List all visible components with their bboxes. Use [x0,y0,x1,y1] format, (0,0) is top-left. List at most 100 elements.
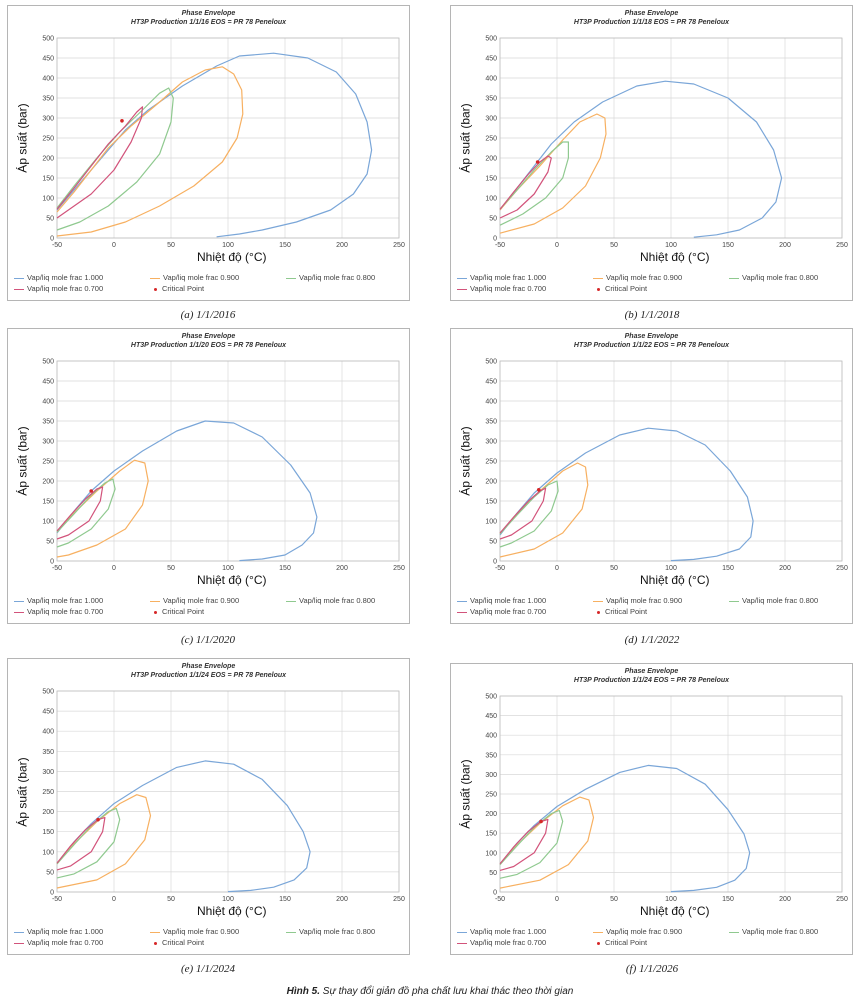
y-tick-label: 250 [485,136,497,143]
legend-swatch [14,931,24,933]
plot-area [499,695,843,893]
legend-swatch [457,931,467,933]
critical-point-marker [120,119,124,123]
y-tick-label: 300 [485,772,497,779]
y-tick-label: 150 [42,829,54,836]
x-tick-label: -50 [52,896,62,903]
chart-title-f: Phase Envelope [624,668,679,675]
y-axis-label-a: Áp suất (bar) [15,103,30,173]
legend-item-s4: Vap/liq mole frac 0.700 [457,938,546,948]
critical-point-marker [89,489,93,493]
chart-caption-a: (a) 1/1/2016 [180,309,236,321]
legend-swatch [457,942,467,944]
legend-marker [154,287,157,291]
legend-label: Critical Point [605,284,648,293]
series-line-4 [499,155,552,219]
x-tick-label: 100 [665,896,677,903]
x-tick-label: 250 [836,565,848,572]
y-tick-label: 0 [50,890,54,897]
series-line-2 [56,459,149,558]
x-tick-label: 250 [836,242,848,249]
legend-item-s4: Vap/liq mole frac 0.700 [14,607,103,617]
legend-swatch [286,931,296,933]
legend-item-s3: Vap/liq mole frac 0.800 [286,927,375,937]
critical-point-marker [535,160,540,164]
chart-subtitle-b: HT3P Production 1/1/18 EOS = PR 78 Penel… [573,19,730,26]
legend-label: Vap/liq mole frac 0.700 [470,284,547,293]
x-tick-label: 50 [610,565,618,572]
y-tick-label: 300 [42,769,54,776]
x-axis-label-c: Nhiệt độ (°C) [197,573,267,587]
plot-area [499,37,843,239]
legend-label: Critical Point [605,607,648,616]
series-line-2 [499,462,589,558]
y-tick-label: 500 [42,689,54,696]
chart-subtitle-c: HT3P Production 1/1/20 EOS = PR 78 Penel… [130,342,287,349]
series-line-3 [499,480,559,548]
y-tick-label: 400 [42,76,54,83]
legend-swatch [457,288,467,290]
legend-d: Vap/liq mole frac 1.000 Vap/liq mole frac… [451,596,852,620]
legend-swatch [150,277,160,279]
y-tick-label: 350 [485,419,497,426]
legend-label: Vap/liq mole frac 0.900 [163,596,240,605]
y-axis-label-b: Áp suất (bar) [458,103,473,173]
series-line-1 [56,420,318,562]
chart-svg-d: -50 0 50 100 150 200 2500501001502002503003504… [485,359,848,573]
y-axis-label-c: Áp suất (bar) [15,426,30,496]
y-tick-label: 350 [42,96,54,103]
legend-swatch [593,600,603,602]
figure-caption: Hình 5. Sự thay đổi giản đồ pha chất lưu… [0,986,860,997]
y-tick-label: 250 [485,792,497,799]
legend-item-s1: Vap/liq mole frac 1.000 [457,273,546,283]
x-tick-label: 100 [222,896,234,903]
y-tick-label: 250 [42,789,54,796]
x-tick-label: 150 [279,242,291,249]
y-tick-label: 0 [493,559,497,566]
y-tick-label: 400 [42,729,54,736]
y-tick-label: 50 [46,216,54,223]
y-tick-label: 500 [485,36,497,43]
figure-caption-text: Sự thay đổi giản đồ pha chất lưu khai th… [320,986,574,997]
series-line-2 [499,113,607,234]
y-tick-label: 50 [46,539,54,546]
y-tick-label: 500 [485,359,497,366]
x-tick-label: 150 [722,896,734,903]
legend-label: Vap/liq mole frac 0.900 [163,273,240,282]
legend-swatch [729,277,739,279]
y-tick-label: 50 [46,869,54,876]
legend-c: Vap/liq mole frac 1.000 Vap/liq mole frac… [8,596,409,620]
critical-point-marker [536,488,541,492]
series-line-3 [56,478,116,548]
critical-point-marker [96,817,100,822]
chart-caption-d: (d) 1/1/2022 [624,634,680,646]
legend-item-cp: Critical Point [150,938,204,948]
x-tick-label: 100 [222,565,234,572]
legend-item-s3: Vap/liq mole frac 0.800 [729,596,818,606]
series-line-2 [499,796,595,889]
chart-caption-f: (f) 1/1/2026 [625,963,679,975]
series-line-4 [56,817,106,871]
chart-svg-f: -50 0 50 100 150 200 2500501001502002503003504… [485,694,848,904]
x-tick-label: 0 [555,565,559,572]
chart-subtitle-d: HT3P Production 1/1/22 EOS = PR 78 Penel… [573,342,730,349]
chart-caption-c: (c) 1/1/2020 [180,634,236,646]
y-tick-label: 400 [485,399,497,406]
x-tick-label: 50 [167,242,175,249]
figure-caption-label: Hình 5. [286,986,320,997]
x-tick-label: -50 [52,242,62,249]
legend-swatch [286,600,296,602]
y-tick-label: 350 [42,419,54,426]
y-tick-label: 350 [485,96,497,103]
y-tick-label: 250 [42,136,54,143]
x-tick-label: 200 [336,242,348,249]
legend-swatch [14,942,24,944]
chart-panel-d: Phase Envelope HT3P Production 1/1/22 EOS… [450,328,853,624]
legend-label: Critical Point [162,284,205,293]
x-tick-label: 100 [665,242,677,249]
x-tick-label: 250 [393,565,405,572]
legend-item-s2: Vap/liq mole frac 0.900 [593,273,682,283]
legend-label: Vap/liq mole frac 1.000 [27,273,104,282]
x-tick-label: 200 [336,565,348,572]
legend-label: Vap/liq mole frac 1.000 [470,273,547,282]
